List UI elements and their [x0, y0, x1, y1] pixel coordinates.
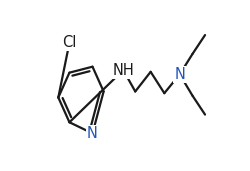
Text: N: N	[174, 67, 185, 82]
Text: NH: NH	[112, 63, 134, 78]
Text: Cl: Cl	[62, 35, 76, 50]
Text: N: N	[87, 126, 98, 141]
